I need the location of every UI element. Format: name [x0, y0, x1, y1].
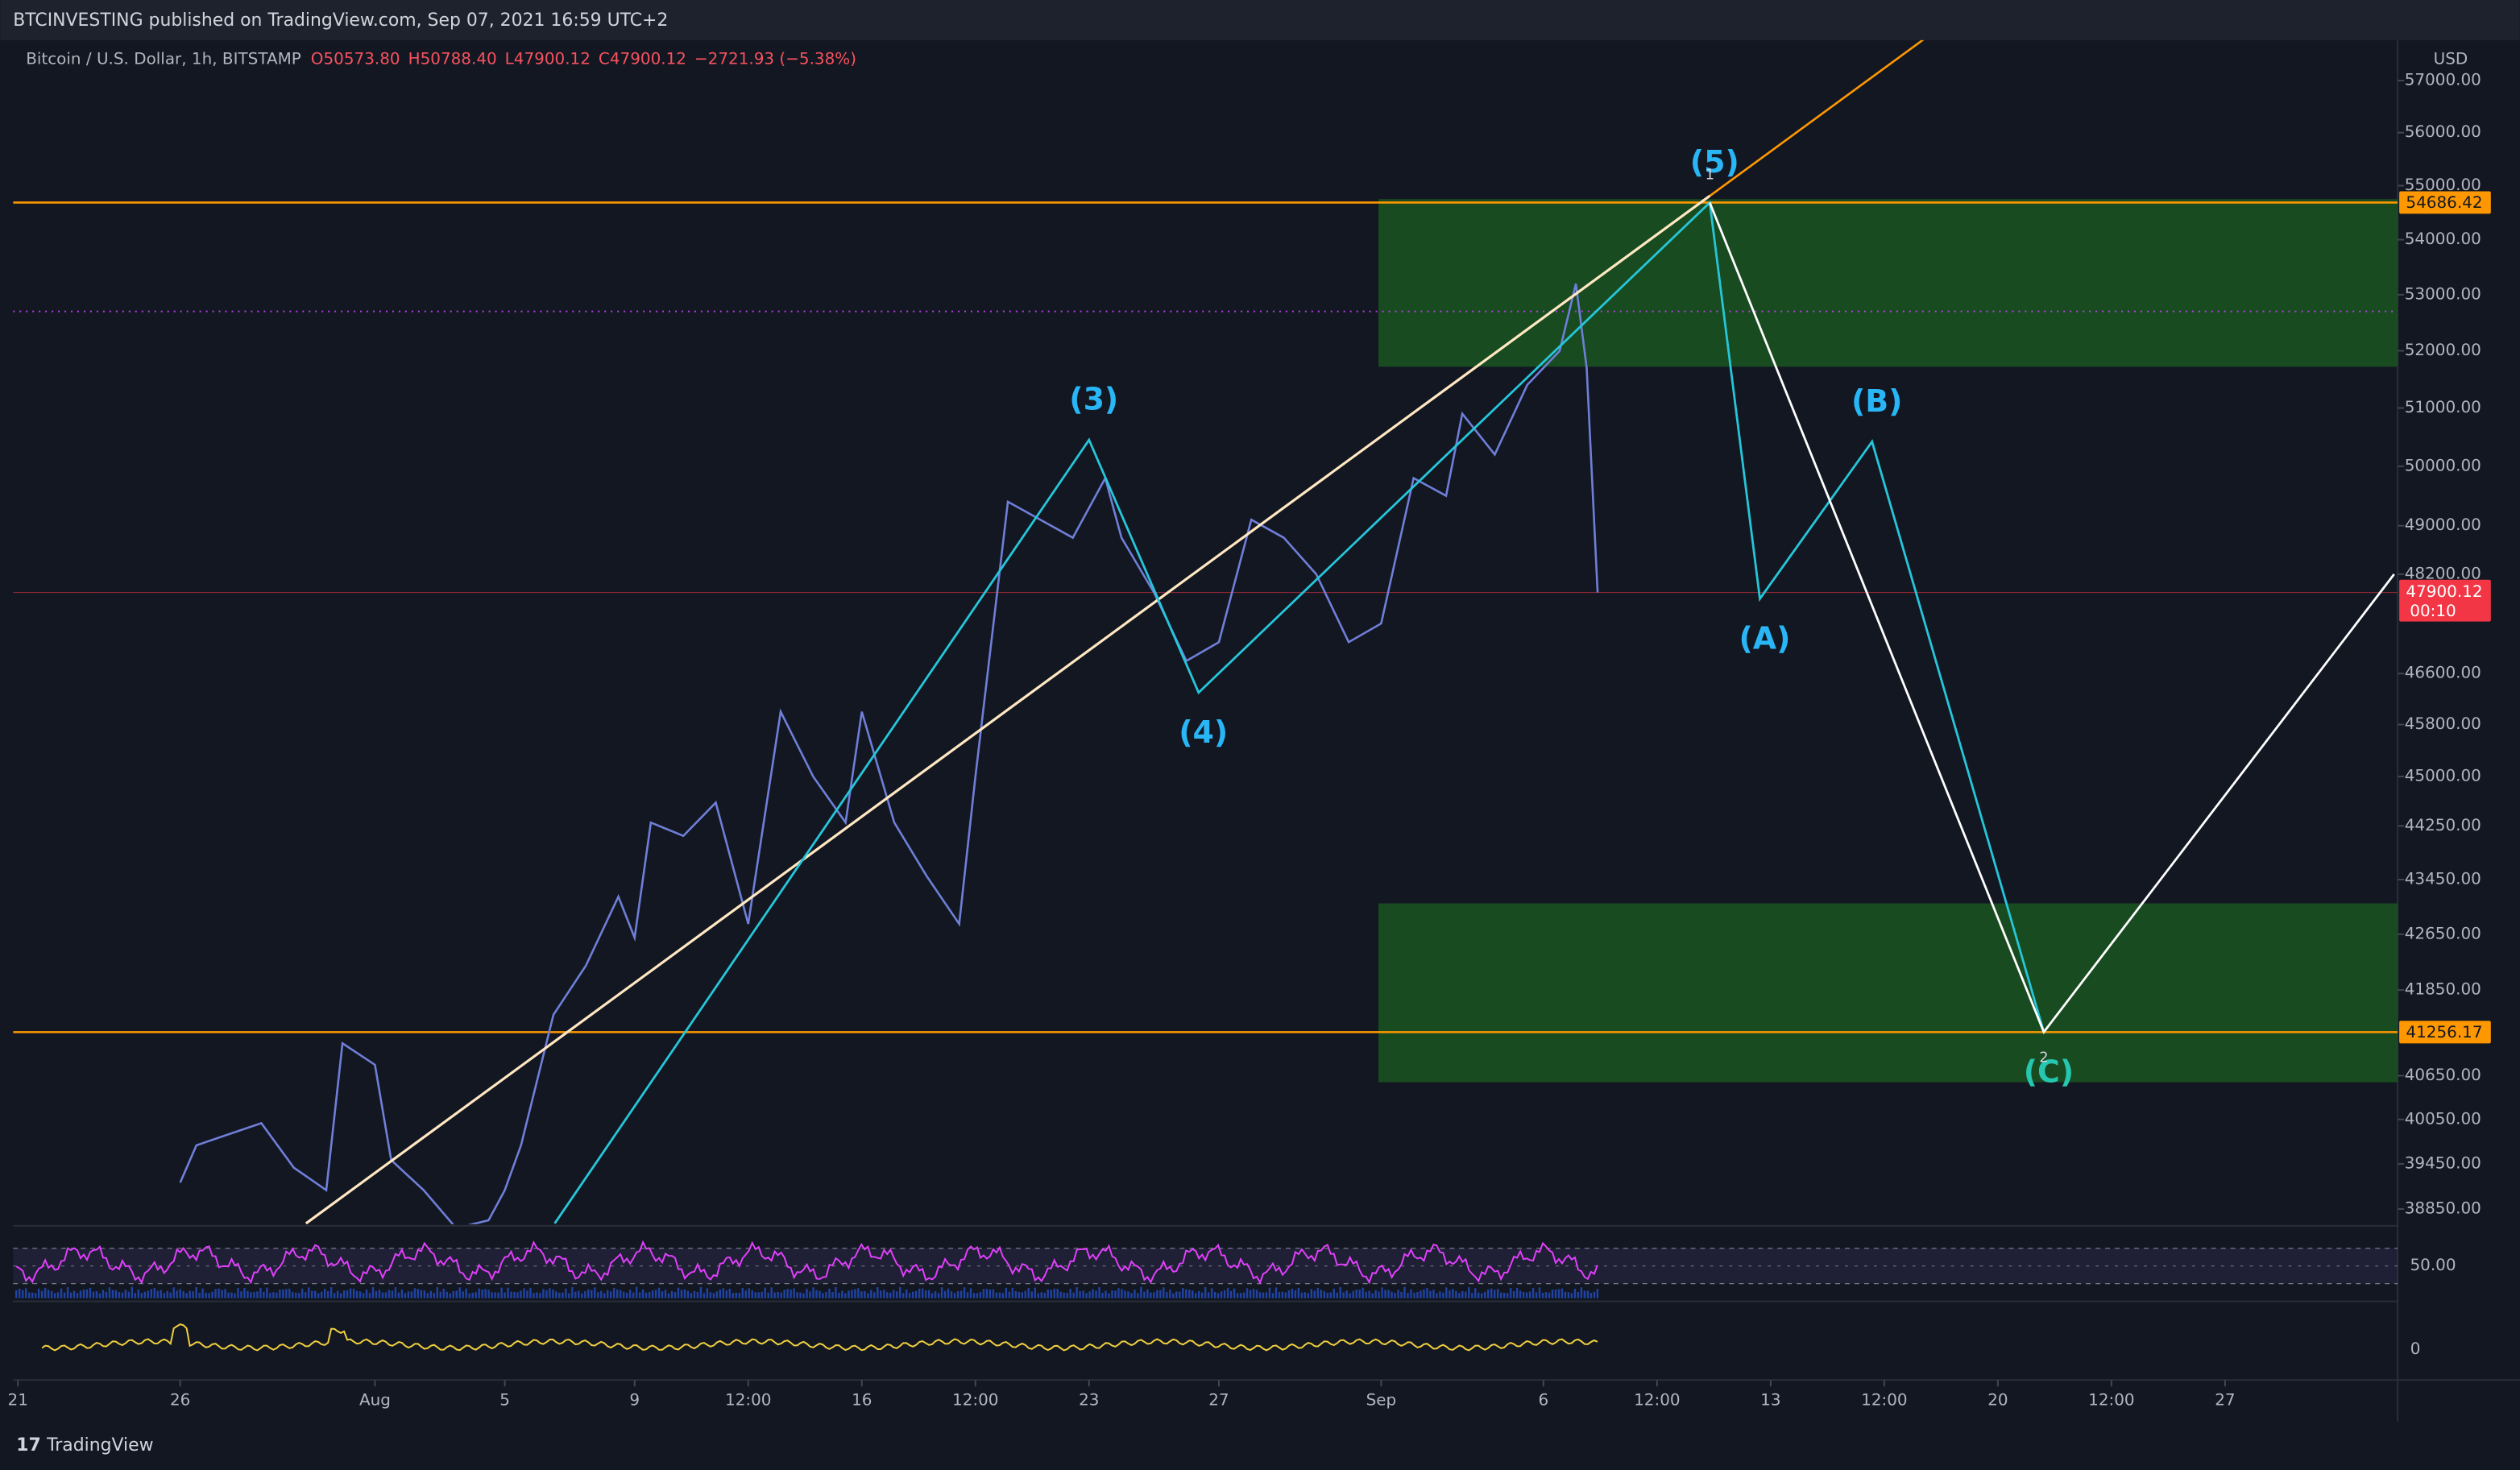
price-tick-label: 54000.00 [2405, 229, 2481, 248]
price-tick-label: 45000.00 [2405, 765, 2481, 785]
level-tag-label: 41256.17 [2406, 1022, 2482, 1041]
wave-label: (4) [1179, 714, 1228, 750]
price-tick-label: 40650.00 [2405, 1065, 2481, 1084]
level-tag [2399, 191, 2491, 214]
time-tick-label: Sep [1366, 1390, 1397, 1410]
price-tick-label: 43450.00 [2405, 869, 2481, 888]
wave-label: (A) [1739, 621, 1790, 656]
target-zone [1378, 199, 2398, 367]
rsi-line [15, 1240, 1598, 1285]
main-pane [13, 39, 2398, 1224]
level-tag-label: 54686.42 [2406, 193, 2482, 212]
price-tick-label: 40050.00 [2405, 1108, 2481, 1128]
time-tick-label: 13 [1760, 1390, 1780, 1410]
time-tick-label: 12:00 [1861, 1390, 1907, 1410]
time-tick-label: 26 [170, 1390, 190, 1410]
wave-label: (C) [2024, 1054, 2074, 1090]
footer-bar [0, 1422, 2520, 1470]
osc-level-label: 0 [2410, 1339, 2421, 1358]
rsi-level-label: 50.00 [2410, 1255, 2456, 1274]
time-tick-label: 12:00 [1634, 1390, 1680, 1410]
volume-bars [15, 1286, 1599, 1298]
price-tick-label: 41850.00 [2405, 979, 2481, 999]
time-tick-label: 12:00 [2088, 1390, 2134, 1410]
overlay: (3) (4) (5)1 (A) (B) (C)2 [1069, 144, 2074, 1090]
logo-mark: 𝟭𝟳 [16, 1435, 41, 1456]
time-tick-label: 21 [8, 1390, 28, 1410]
publisher-bar [0, 0, 2520, 40]
price-tick-label: 56000.00 [2405, 122, 2481, 141]
wave-path-white [1708, 201, 2395, 1035]
time-tick-label: 5 [499, 1390, 510, 1410]
ohlc-value: −2721.93 (−5.38%) [694, 48, 856, 68]
ohlc-value: C47900.12 [599, 48, 686, 68]
price-tick-label: 51000.00 [2405, 397, 2481, 416]
price-tick-label: 53000.00 [2405, 284, 2481, 303]
wave-degree: 1 [1706, 167, 1714, 184]
time-tick-label: 6 [1538, 1390, 1548, 1410]
price-tick-label: 38850.00 [2405, 1198, 2481, 1217]
level-tag [2399, 1021, 2491, 1044]
price-tick-label: 45800.00 [2405, 714, 2481, 733]
target-zone [1378, 903, 2398, 1083]
time-tick-label: 23 [1079, 1390, 1099, 1410]
ohlc-value: O50573.80 [311, 48, 400, 68]
publisher: BTCINVESTING published on TradingView.co… [13, 10, 668, 31]
wave-label: (5) [1690, 144, 1739, 180]
price-line [179, 283, 1599, 1224]
price-tick-label: 52000.00 [2405, 340, 2481, 359]
current-price-tag [2399, 579, 2491, 622]
time-tick-label: 27 [2215, 1390, 2235, 1410]
oscillator-line [41, 1323, 1598, 1352]
countdown-label: 00:10 [2410, 601, 2456, 620]
time-tick-label: 9 [629, 1390, 640, 1410]
price-tick-label: 49000.00 [2405, 515, 2481, 534]
ohlc-value: L47900.12 [505, 48, 591, 68]
price-tick-label: 42650.00 [2405, 923, 2481, 942]
price-tick-label: 48200.00 [2405, 563, 2481, 582]
price-tick-label: 44250.00 [2405, 815, 2481, 834]
time-tick-label: 12:00 [952, 1390, 998, 1410]
current-price-label: 47900.12 [2406, 582, 2482, 601]
price-tick-label: 57000.00 [2405, 70, 2481, 89]
time-tick-label: 20 [1987, 1390, 2008, 1410]
trendline-lower [305, 194, 1711, 1224]
price-tick-label: 50000.00 [2405, 455, 2481, 474]
price-unit: USD [2434, 48, 2468, 68]
time-tick-label: 27 [1208, 1390, 1229, 1410]
footer-brand: TradingView [46, 1435, 154, 1456]
price-tick-label: 55000.00 [2405, 175, 2481, 194]
price-tick-label: 39450.00 [2405, 1153, 2481, 1172]
time-tick-label: 16 [852, 1390, 872, 1410]
wave-label: (3) [1069, 382, 1118, 417]
time-tick-label: 12:00 [725, 1390, 771, 1410]
symbol: Bitcoin / U.S. Dollar, 1h, BITSTAMP [26, 48, 301, 68]
price-tick-label: 46600.00 [2405, 663, 2481, 682]
wave-label: (B) [1851, 383, 1903, 419]
time-tick-label: Aug [359, 1390, 391, 1410]
wave-degree: 2 [2039, 1049, 2048, 1066]
ohlc-value: H50788.40 [408, 48, 497, 68]
